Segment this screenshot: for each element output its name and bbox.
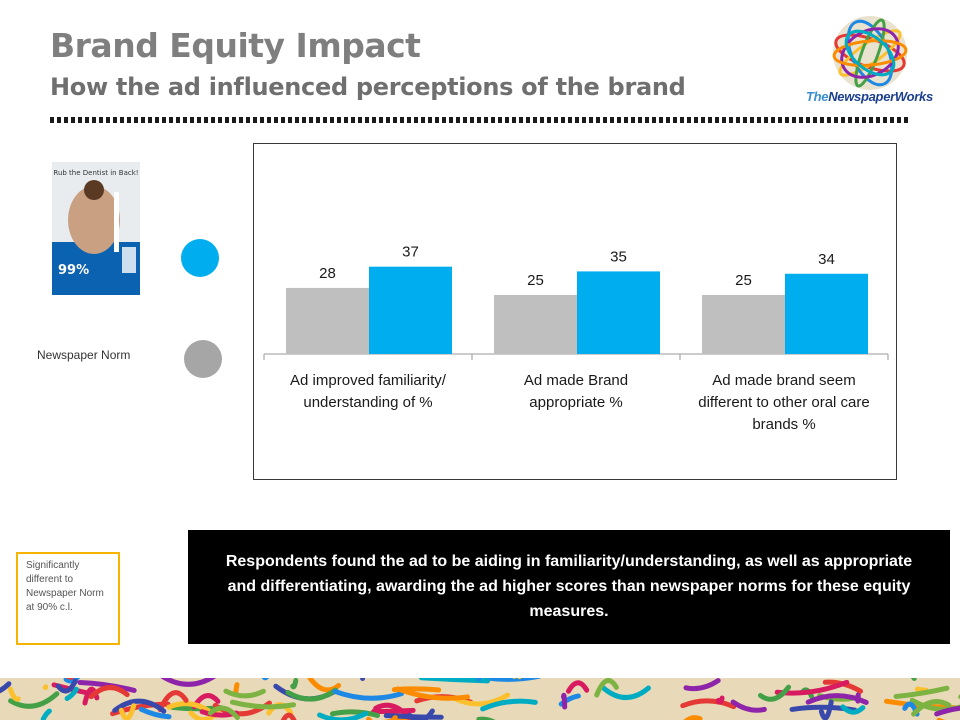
brand-name: NewspaperWorks xyxy=(828,89,933,104)
rubber-band xyxy=(229,699,297,710)
rubber-band xyxy=(893,685,950,699)
rubber-band xyxy=(594,678,619,698)
rubber-band xyxy=(730,699,767,713)
rubber-band xyxy=(40,708,52,720)
bar xyxy=(494,295,577,354)
bar xyxy=(286,287,369,354)
rubber-band xyxy=(77,679,137,693)
rubber-band xyxy=(418,678,491,684)
rubber-band xyxy=(383,713,444,720)
norm-legend-dot xyxy=(184,340,222,378)
bar xyxy=(369,266,452,354)
rubber-band xyxy=(934,705,960,717)
rubber-band xyxy=(223,688,266,699)
rubber-band xyxy=(157,690,189,713)
bar-chart: 28 37 Ad improved familiarity/understandin… xyxy=(253,143,897,480)
rubber-bands-footer xyxy=(0,678,960,720)
summary-callout: Respondents found the ad to be aiding in… xyxy=(188,530,950,644)
rubber-band xyxy=(680,698,737,710)
brand-prefix: The xyxy=(806,89,829,104)
norm-legend-label: Newspaper Norm xyxy=(37,348,131,362)
rubber-band xyxy=(55,678,78,694)
data-label: 37 xyxy=(402,244,419,261)
page-title: Brand Equity Impact xyxy=(50,26,421,65)
category-label: brands % xyxy=(752,416,815,433)
rubber-band xyxy=(715,695,725,705)
rubber-band xyxy=(285,687,339,702)
data-label: 28 xyxy=(319,265,336,282)
rubber-band xyxy=(118,703,137,720)
rubber-band xyxy=(7,686,21,702)
toothbrush-ad-thumbnail: Rub the Dentist in Back! 99% xyxy=(52,162,140,295)
rubber-band xyxy=(290,678,299,690)
rubber-band xyxy=(88,684,130,700)
rubber-band xyxy=(63,678,81,684)
category-label: appropriate % xyxy=(529,394,622,411)
rubber-band xyxy=(64,686,80,701)
rubber-band xyxy=(914,686,929,693)
rubber-band xyxy=(160,678,216,687)
dotted-divider xyxy=(50,117,910,123)
rubber-band xyxy=(560,692,568,710)
ad-headline: Rub the Dentist in Back! xyxy=(53,169,138,177)
rubber-band xyxy=(480,698,538,712)
rubber-band xyxy=(683,715,703,720)
category-label: Ad improved familiarity/ xyxy=(290,372,447,389)
page-subtitle: How the ad influenced perceptions of the… xyxy=(50,73,686,101)
rubber-band-ball-icon xyxy=(832,16,908,90)
ad-claim: 99% xyxy=(58,263,89,278)
rubber-band xyxy=(371,707,416,715)
data-label: 25 xyxy=(527,272,544,289)
rubber-band xyxy=(332,688,405,701)
rubber-band xyxy=(476,716,496,720)
rubber-band xyxy=(0,681,12,694)
rubber-band xyxy=(207,705,240,720)
rubber-band xyxy=(360,678,366,682)
bar xyxy=(785,273,868,354)
brand-logo: TheNewspaperWorks xyxy=(806,89,933,104)
rubber-band xyxy=(307,678,342,693)
rubber-band xyxy=(329,709,380,719)
bar xyxy=(702,295,785,354)
rubber-band xyxy=(757,684,792,702)
category-label: understanding of % xyxy=(303,394,432,411)
rubber-band xyxy=(138,706,172,720)
rubber-band xyxy=(911,699,952,717)
rubber-band xyxy=(280,712,297,720)
bar-chart-svg: 28 37 Ad improved familiarity/understandin… xyxy=(263,244,889,433)
category-label: Ad made Brand xyxy=(524,372,628,389)
category-label: Ad made brand seem xyxy=(712,372,855,389)
rubber-band xyxy=(840,704,866,715)
category-label: different to other oral care xyxy=(698,394,870,411)
rubber-band xyxy=(805,693,869,705)
data-label: 25 xyxy=(735,272,752,289)
rubber-band xyxy=(683,678,721,692)
rubber-band xyxy=(483,678,541,682)
rubber-band xyxy=(565,680,590,694)
significance-note: Significantly different to Newspaper Nor… xyxy=(16,552,120,645)
rubber-band xyxy=(391,686,442,693)
ad-legend-dot xyxy=(181,239,219,277)
rubber-band xyxy=(8,691,60,709)
rubber-band xyxy=(818,699,834,720)
rubber-band xyxy=(112,698,167,714)
rubber-band xyxy=(599,684,651,700)
bar xyxy=(577,271,660,354)
data-label: 35 xyxy=(610,248,627,265)
data-label: 34 xyxy=(818,251,835,268)
